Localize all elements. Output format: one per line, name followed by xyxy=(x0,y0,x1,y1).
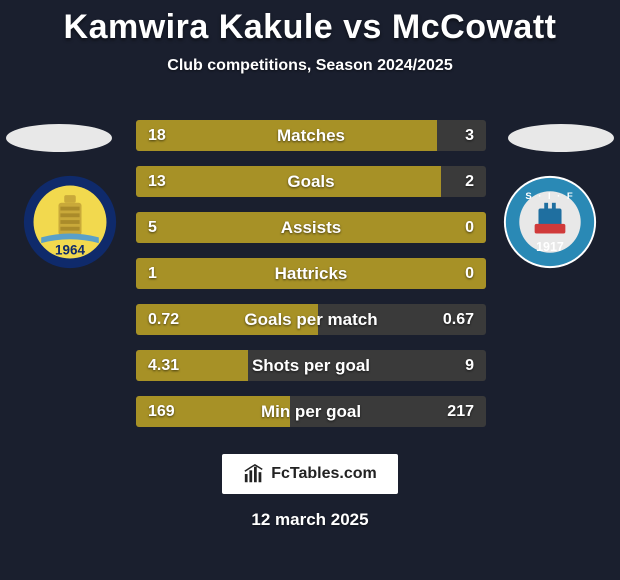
stat-row: 4.31Shots per goal9 xyxy=(136,350,486,381)
stat-label: Min per goal xyxy=(136,396,486,427)
stat-label: Goals xyxy=(136,166,486,197)
stat-label: Hattricks xyxy=(136,258,486,289)
stat-value-right: 0 xyxy=(465,258,474,289)
stat-value-right: 2 xyxy=(465,166,474,197)
svg-text:1917: 1917 xyxy=(536,240,564,254)
watermark-badge: FcTables.com xyxy=(222,454,398,494)
chart-icon xyxy=(243,463,265,485)
stat-value-right: 217 xyxy=(447,396,474,427)
stat-row: 169Min per goal217 xyxy=(136,396,486,427)
stat-row: 0.72Goals per match0.67 xyxy=(136,304,486,335)
stat-row: 18Matches3 xyxy=(136,120,486,151)
stat-value-right: 0.67 xyxy=(443,304,474,335)
stat-value-right: 9 xyxy=(465,350,474,381)
stat-value-right: 3 xyxy=(465,120,474,151)
page-title: Kamwira Kakule vs McCowatt xyxy=(0,0,620,47)
club-crest-right: S · I · F 1917 xyxy=(502,174,598,270)
svg-text:1964: 1964 xyxy=(55,243,85,258)
crest-right-icon: S · I · F 1917 xyxy=(502,174,598,270)
stat-value-right: 0 xyxy=(465,212,474,243)
comparison-bars: 18Matches3 13Goals2 5Assists0 1Hattricks0 0.… xyxy=(136,120,486,442)
comparison-stage: 1964 S · I · F 1917 18Matches3 13Goals2 5A… xyxy=(0,110,620,440)
stat-row: 13Goals2 xyxy=(136,166,486,197)
stat-label: Matches xyxy=(136,120,486,151)
svg-text:S · I · F: S · I · F xyxy=(525,191,574,202)
crest-left-icon: 1964 xyxy=(22,174,118,270)
stat-label: Assists xyxy=(136,212,486,243)
subtitle: Club competitions, Season 2024/2025 xyxy=(0,57,620,75)
watermark-text: FcTables.com xyxy=(271,465,377,483)
player-left-oval xyxy=(6,124,112,152)
player-right-oval xyxy=(508,124,614,152)
stat-label: Shots per goal xyxy=(136,350,486,381)
stat-label: Goals per match xyxy=(136,304,486,335)
stat-row: 5Assists0 xyxy=(136,212,486,243)
stat-row: 1Hattricks0 xyxy=(136,258,486,289)
footer-date: 12 march 2025 xyxy=(0,510,620,530)
club-crest-left: 1964 xyxy=(22,174,118,270)
